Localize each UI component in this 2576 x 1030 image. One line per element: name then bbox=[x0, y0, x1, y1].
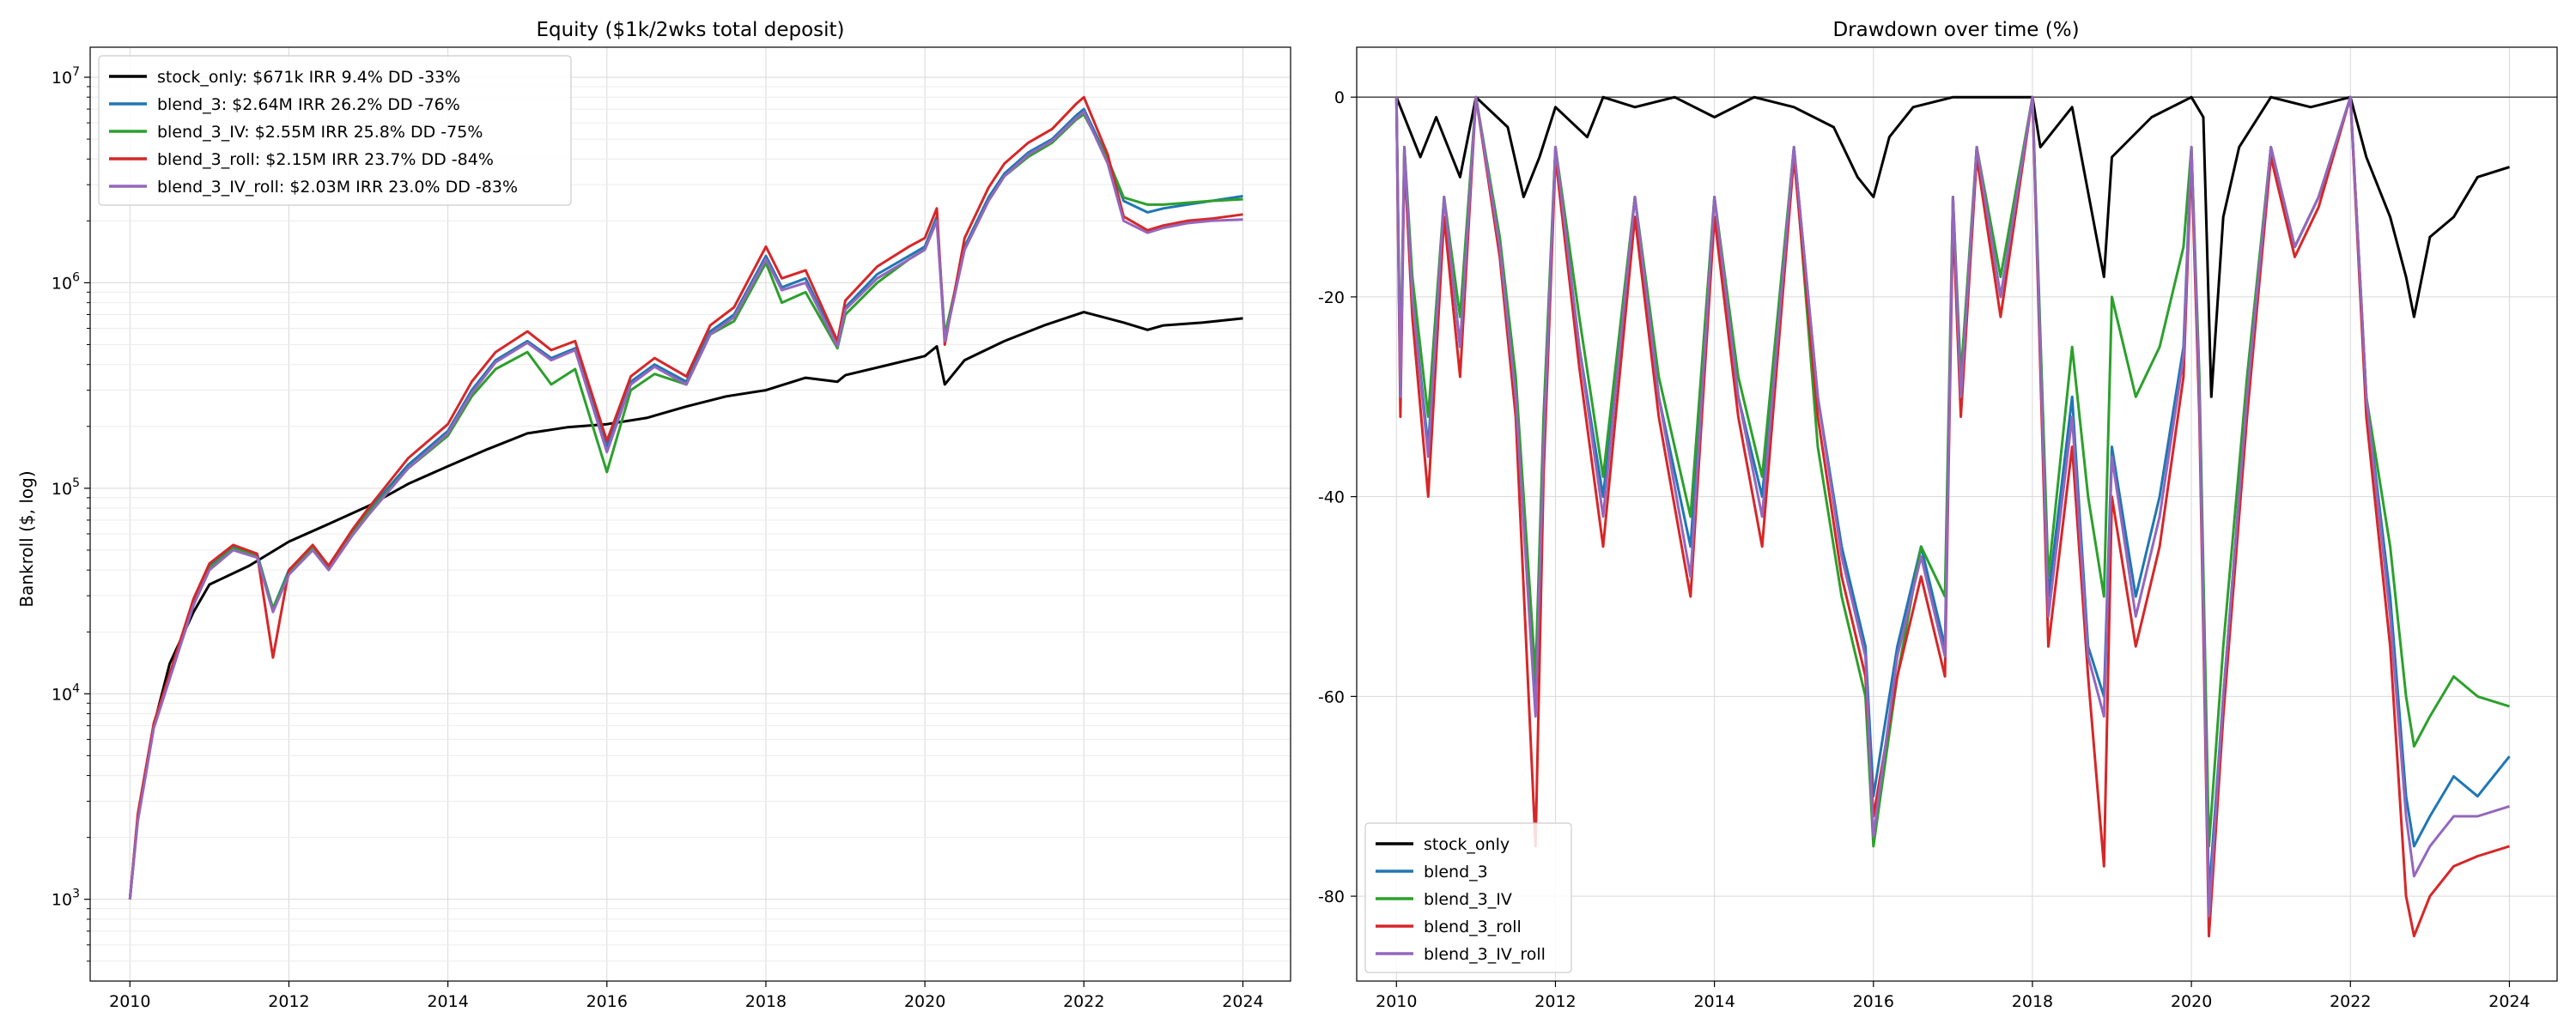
equity-x-tick-label: 2024 bbox=[1222, 992, 1263, 1011]
drawdown-y-tick-label: -60 bbox=[1318, 688, 1345, 706]
drawdown-x-tick-label: 2014 bbox=[1693, 992, 1735, 1011]
drawdown-chart: Drawdown over time (%) 2010 2012 2014 2016 2… bbox=[1318, 19, 2558, 1011]
drawdown-y-tick-label: -20 bbox=[1318, 288, 1345, 307]
drawdown-x-tick-label: 2020 bbox=[2171, 992, 2212, 1011]
equity-y-tick-label: 106 bbox=[52, 270, 80, 293]
drawdown-legend-label-stock-only: stock_only bbox=[1424, 835, 1510, 854]
drawdown-x-tick-label: 2022 bbox=[2330, 992, 2371, 1011]
equity-y-tick-exponent: 3 bbox=[72, 888, 80, 901]
equity-legend-label-blend-3-iv-roll: blend_3_IV_roll: $2.03M IRR 23.0% DD -83… bbox=[157, 178, 518, 197]
equity-chart-title: Equity ($1k/2wks total deposit) bbox=[536, 19, 844, 41]
equity-y-tick-label: 105 bbox=[52, 476, 80, 499]
equity-x-tick-label: 2022 bbox=[1063, 992, 1104, 1011]
equity-y-tick-base: 10 bbox=[52, 274, 72, 293]
equity-legend-label-blend-3: blend_3: $2.64M IRR 26.2% DD -76% bbox=[157, 95, 460, 114]
drawdown-legend-label-blend-3-iv: blend_3_IV bbox=[1424, 890, 1512, 909]
equity-x-ticks: 2010 2012 2014 2016 2018 2020 2022 2024 bbox=[109, 981, 1264, 1011]
equity-x-tick-label: 2012 bbox=[268, 992, 309, 1011]
equity-series-blend-3-roll bbox=[128, 95, 1243, 900]
drawdown-y-tick-label: -80 bbox=[1318, 888, 1345, 906]
equity-x-tick-label: 2018 bbox=[745, 992, 787, 1011]
drawdown-x-tick-label: 2018 bbox=[2012, 992, 2053, 1011]
equity-x-tick-label: 2020 bbox=[904, 992, 945, 1011]
equity-y-tick-label: 103 bbox=[52, 888, 80, 910]
equity-x-tick-label: 2010 bbox=[109, 992, 150, 1011]
equity-y-tick-base: 10 bbox=[52, 69, 72, 88]
equity-legend-label-blend-3-roll: blend_3_roll: $2.15M IRR 23.7% DD -84% bbox=[157, 150, 494, 169]
drawdown-y-tick-label: -40 bbox=[1318, 488, 1345, 507]
equity-series-lines bbox=[128, 95, 1243, 900]
drawdown-plot-frame bbox=[1356, 46, 2558, 982]
drawdown-y-ticks: 0 -20 -40 -60 -80 bbox=[1318, 88, 1357, 906]
drawdown-x-tick-label: 2010 bbox=[1376, 992, 1417, 1011]
equity-x-tick-label: 2016 bbox=[586, 992, 628, 1011]
equity-y-tick-exponent: 6 bbox=[72, 270, 80, 284]
equity-plot-frame bbox=[89, 46, 1291, 982]
equity-legend: stock_only: $671k IRR 9.4% DD -33% blend_… bbox=[98, 55, 572, 206]
drawdown-y-tick-label: 0 bbox=[1334, 88, 1345, 107]
drawdown-x-tick-label: 2012 bbox=[1534, 992, 1576, 1011]
drawdown-gridlines bbox=[1357, 47, 2557, 981]
drawdown-legend: stock_only blend_3 blend_3_IV blend_3_rollb… bbox=[1364, 822, 1572, 973]
equity-y-axis-label: Bankroll ($, log) bbox=[16, 470, 37, 607]
drawdown-chart-title: Drawdown over time (%) bbox=[1832, 19, 2079, 41]
equity-series-stock-only bbox=[128, 311, 1243, 900]
drawdown-x-tick-label: 2016 bbox=[1853, 992, 1894, 1011]
equity-y-tick-label: 107 bbox=[52, 65, 80, 88]
equity-legend-label-blend-3-iv: blend_3_IV: $2.55M IRR 25.8% DD -75% bbox=[157, 123, 483, 142]
drawdown-legend-label-blend-3-roll: blend_3_roll bbox=[1424, 918, 1522, 936]
drawdown-legend-label-blend-3: blend_3 bbox=[1424, 863, 1488, 882]
equity-series-blend-3-iv-roll bbox=[128, 110, 1243, 900]
equity-y-tick-base: 10 bbox=[52, 891, 72, 910]
drawdown-x-ticks: 2010 2012 2014 2016 2018 2020 2022 2024 bbox=[1376, 981, 2530, 1011]
equity-y-tick-base: 10 bbox=[52, 480, 72, 499]
drawdown-series-blend-3-iv-roll bbox=[1394, 95, 2510, 918]
equity-y-tick-exponent: 4 bbox=[72, 682, 80, 695]
drawdown-series-stock-only bbox=[1394, 95, 2510, 398]
equity-y-tick-exponent: 7 bbox=[72, 65, 80, 79]
drawdown-legend-box bbox=[1364, 822, 1572, 973]
equity-legend-label-stock-only: stock_only: $671k IRR 9.4% DD -33% bbox=[157, 68, 460, 87]
equity-y-tick-exponent: 5 bbox=[72, 476, 80, 490]
equity-chart: Equity ($1k/2wks total deposit) Bankroll… bbox=[16, 19, 1291, 1011]
equity-legend-box bbox=[98, 55, 572, 206]
equity-y-tick-label: 104 bbox=[52, 682, 80, 704]
drawdown-x-tick-label: 2024 bbox=[2488, 992, 2530, 1011]
equity-x-tick-label: 2014 bbox=[427, 992, 468, 1011]
equity-y-tick-base: 10 bbox=[52, 685, 72, 704]
drawdown-series-lines bbox=[1394, 95, 2511, 938]
drawdown-legend-label-blend-3-iv-roll: blend_3_IV_roll bbox=[1424, 945, 1546, 964]
